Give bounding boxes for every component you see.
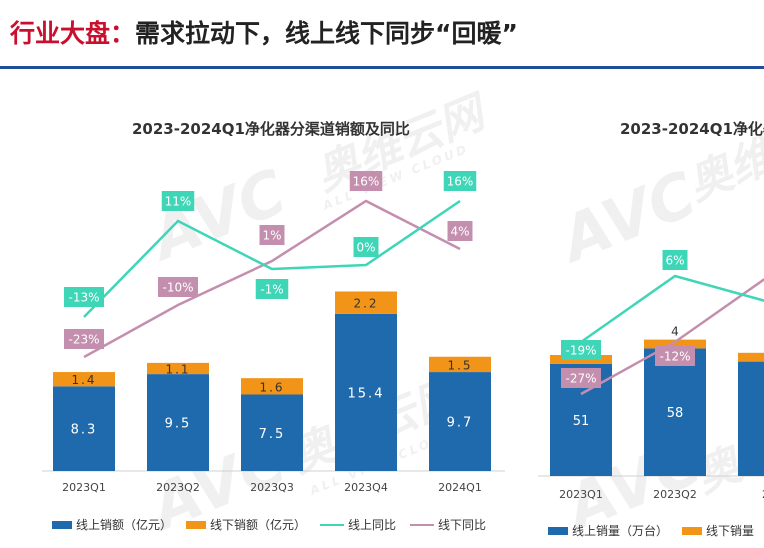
legend-item-online-yoy: 线上同比 — [320, 516, 396, 533]
page-title: 行业大盘：需求拉动下，线上线下同步“回暖” — [10, 14, 518, 50]
chart1-online-yoy-label-box — [64, 287, 104, 307]
chart2-online-value-label: 51 — [573, 414, 590, 429]
legend-swatch — [186, 520, 207, 529]
legend-swatch — [52, 520, 72, 529]
chart2-line-offline-yoy — [580, 277, 764, 396]
chart1-bar-offline — [241, 378, 303, 395]
legend-label: 线下同比 — [438, 518, 487, 532]
chart1-bar-online — [429, 372, 491, 471]
legend-item-online-sales: 线上销额（亿元） — [52, 516, 172, 533]
chart1-offline-value-label: 1.4 — [71, 373, 96, 387]
chart1-online-yoy-label: 11% — [165, 195, 192, 209]
chart1-line-offline-yoy — [83, 199, 461, 359]
chart2-plot: 5142023Q15842023Q220-19%6%-27%-12% — [538, 250, 764, 501]
chart2-offline-yoy-label: -27% — [565, 372, 596, 386]
chart2-category-label: 20 — [762, 488, 764, 501]
chart2-online-yoy-label-box — [662, 250, 688, 270]
chart1-offline-yoy-label-box — [447, 221, 473, 241]
legend-label: 线上销量（万台） — [572, 524, 669, 538]
chart1-offline-yoy-label-box — [349, 171, 383, 191]
legend-swatch — [320, 523, 345, 526]
chart1-online-yoy-label: -1% — [260, 283, 283, 297]
chart1-bar-offline — [429, 356, 491, 373]
legend-label: 线上同比 — [348, 518, 397, 532]
legend-swatch — [410, 523, 435, 526]
chart1-bar-offline — [53, 372, 115, 387]
chart1-bar-online — [147, 374, 209, 471]
legend-label: 线下销量 — [706, 524, 755, 538]
page-title-accent: 行业大盘： — [10, 19, 136, 48]
chart1-line-online-yoy — [83, 199, 461, 318]
chart1-category-label: 2023Q2 — [156, 481, 200, 494]
chart1-legend: 线上销额（亿元） 线下销额（亿元） 线上同比 线下同比 — [52, 516, 500, 533]
chart2-offline-value-label: 4 — [671, 325, 679, 339]
chart1-offline-yoy-label: 1% — [262, 229, 281, 243]
legend-swatch — [548, 526, 568, 535]
chart1-online-yoy-label-box — [255, 279, 289, 299]
chart1-offline-value-label: 1.5 — [447, 358, 472, 372]
chart2-online-yoy-label: 6% — [665, 254, 684, 268]
chart1-online-yoy-label: 0% — [356, 241, 375, 255]
chart1-bar-offline — [335, 291, 397, 314]
chart1-offline-yoy-label-box — [259, 225, 285, 245]
chart2-bar-online — [738, 361, 764, 476]
chart1-offline-yoy-label: -23% — [68, 333, 99, 347]
chart1-bar-online — [53, 386, 115, 471]
chart2-title: 2023-2024Q1净化器 — [620, 120, 764, 138]
chart1-online-yoy-label-box — [443, 171, 477, 191]
chart1-online-value-label: 9.5 — [165, 417, 192, 432]
chart2-line-online-yoy — [580, 274, 764, 344]
chart2-offline-yoy-label-box — [561, 368, 601, 388]
chart2-bar-offline — [738, 352, 764, 362]
chart1-offline-yoy-label: 16% — [353, 175, 380, 189]
chart1-offline-value-label: 1.6 — [259, 380, 284, 394]
legend-label: 线上销额（亿元） — [76, 518, 173, 532]
legend-item-online-units: 线上销量（万台） — [548, 522, 668, 539]
chart1-title: 2023-2024Q1净化器分渠道销额及同比 — [132, 120, 410, 138]
chart1-online-yoy-label: 16% — [447, 175, 474, 189]
chart1-online-yoy-label: -13% — [68, 291, 99, 305]
chart2-online-yoy-label: -19% — [565, 344, 596, 358]
chart2-legend: 线上销量（万台） 线下销量 — [548, 522, 764, 539]
chart1-online-value-label: 9.7 — [447, 416, 474, 431]
chart1-offline-yoy-label: -10% — [162, 281, 193, 295]
chart2-online-value-label: 58 — [667, 406, 684, 421]
chart2-offline-yoy-label-box — [655, 346, 695, 366]
chart2-online-yoy-label-box — [561, 340, 601, 360]
chart1-offline-yoy-label-box — [158, 277, 198, 297]
chart1-online-value-label: 15.4 — [348, 386, 385, 401]
legend-item-offline-yoy: 线下同比 — [410, 516, 486, 533]
chart2-bar-online — [644, 348, 706, 476]
legend-item-offline-sales: 线下销额（亿元） — [186, 516, 306, 533]
chart1-online-value-label: 7.5 — [259, 427, 286, 442]
chart1-offline-yoy-label: 4% — [450, 225, 469, 239]
legend-item-offline-units: 线下销量 — [682, 522, 754, 539]
chart1-category-label: 2024Q1 — [438, 481, 482, 494]
chart1-bar-online — [241, 394, 303, 471]
chart2-offline-yoy-label: -12% — [659, 350, 690, 364]
chart1-category-label: 2023Q4 — [344, 481, 388, 494]
chart1-bar-offline — [147, 362, 209, 375]
chart2-bar-offline — [644, 339, 706, 349]
chart1-online-yoy-label-box — [353, 237, 379, 257]
legend-label: 线下销额（亿元） — [210, 518, 307, 532]
page-title-text: 需求拉动下，线上线下同步“回暖” — [135, 19, 518, 48]
chart2-category-label: 2023Q2 — [653, 488, 697, 501]
chart1-offline-value-label: 2.2 — [353, 297, 378, 311]
header-divider — [0, 66, 764, 69]
chart1-category-label: 2023Q1 — [62, 481, 106, 494]
chart1-offline-yoy-label-box — [64, 329, 104, 349]
chart2-category-label: 2023Q1 — [559, 488, 603, 501]
chart1-bar-online — [335, 313, 397, 471]
chart1-category-label: 2023Q3 — [250, 481, 294, 494]
chart1-offline-value-label: 1.1 — [165, 362, 190, 376]
chart1-online-yoy-label-box — [161, 191, 195, 211]
chart1-online-value-label: 8.3 — [71, 423, 98, 438]
legend-swatch — [682, 526, 703, 535]
